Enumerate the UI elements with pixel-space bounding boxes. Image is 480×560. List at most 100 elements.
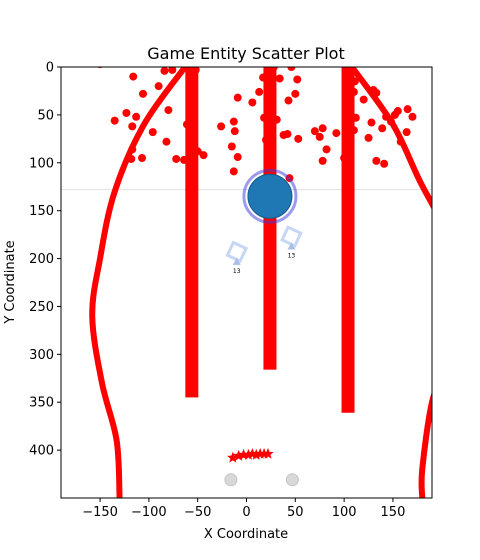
red-point bbox=[129, 72, 138, 81]
red-point bbox=[127, 154, 136, 163]
x-tick-label: −50 bbox=[184, 505, 211, 520]
marker-left-label: 13 bbox=[233, 268, 241, 275]
marker-left bbox=[225, 240, 249, 264]
left-boundary bbox=[89, 67, 188, 498]
red-point bbox=[229, 117, 238, 126]
red-point bbox=[132, 112, 141, 121]
red-point bbox=[138, 153, 147, 162]
x-axis: −150 −100 −50 0 50 100 150 bbox=[82, 498, 405, 520]
red-point bbox=[350, 77, 359, 86]
red-star bbox=[262, 447, 274, 459]
red-point bbox=[293, 75, 302, 84]
marker-right bbox=[280, 225, 303, 248]
red-point bbox=[408, 112, 417, 121]
red-point bbox=[160, 67, 169, 75]
bar-right bbox=[341, 67, 355, 413]
red-point bbox=[284, 96, 293, 105]
y-tick-label: 50 bbox=[37, 108, 54, 123]
red-point bbox=[318, 156, 327, 165]
red-star bbox=[242, 448, 255, 460]
bar-left bbox=[185, 67, 199, 398]
red-point bbox=[367, 118, 376, 127]
y-tick-label: 400 bbox=[29, 444, 54, 459]
red-point bbox=[310, 127, 319, 136]
right-lower-boundary bbox=[418, 391, 432, 498]
red-point bbox=[227, 142, 236, 151]
red-point bbox=[402, 128, 411, 137]
red-point bbox=[287, 67, 296, 71]
red-point bbox=[122, 108, 131, 117]
red-point bbox=[230, 127, 239, 136]
red-point bbox=[372, 88, 381, 97]
red-point bbox=[191, 67, 200, 74]
red-point bbox=[275, 74, 284, 83]
red-point bbox=[382, 112, 391, 121]
marker-left-arrow bbox=[232, 257, 241, 265]
red-star bbox=[250, 448, 262, 460]
red-point bbox=[172, 154, 181, 163]
red-point bbox=[396, 137, 405, 146]
red-point bbox=[403, 105, 412, 114]
red-point bbox=[154, 82, 163, 91]
marker-right-arrow bbox=[287, 242, 296, 250]
red-star bbox=[232, 449, 245, 461]
blue-entity bbox=[247, 173, 293, 219]
red-point bbox=[262, 135, 271, 144]
x-tick-label: 100 bbox=[332, 505, 357, 520]
red-point bbox=[386, 117, 395, 126]
red-point bbox=[217, 122, 226, 131]
red-point bbox=[332, 129, 341, 138]
red-point bbox=[255, 87, 264, 96]
y-tick-label: 100 bbox=[29, 156, 54, 171]
red-point bbox=[180, 155, 189, 164]
red-point bbox=[248, 98, 257, 107]
red-point bbox=[390, 110, 399, 119]
y-tick-label: 0 bbox=[46, 61, 54, 76]
plot-area: 13 13 bbox=[61, 67, 432, 498]
red-point bbox=[182, 120, 191, 129]
red-point bbox=[233, 153, 242, 162]
red-point bbox=[110, 116, 119, 125]
red-point bbox=[229, 167, 238, 176]
gray-circle bbox=[224, 473, 238, 487]
red-point bbox=[188, 130, 197, 139]
y-tick-label: 200 bbox=[29, 252, 54, 267]
red-point bbox=[193, 147, 202, 156]
x-axis-label: X Coordinate bbox=[204, 527, 288, 542]
red-point bbox=[128, 122, 137, 131]
y-tick-label: 350 bbox=[29, 396, 54, 411]
red-point bbox=[349, 126, 358, 135]
red-point bbox=[380, 159, 389, 168]
x-tick-label: −100 bbox=[131, 505, 167, 520]
red-point bbox=[378, 124, 387, 133]
red-point bbox=[364, 133, 373, 142]
y-tick-label: 250 bbox=[29, 300, 54, 315]
red-point bbox=[351, 113, 360, 122]
red-point bbox=[183, 67, 192, 71]
red-point bbox=[291, 89, 300, 98]
red-point bbox=[259, 73, 268, 82]
x-tick-label: 0 bbox=[242, 505, 250, 520]
gray-circle bbox=[285, 473, 299, 487]
marker-right-label: 13 bbox=[288, 253, 296, 260]
red-point bbox=[233, 93, 242, 102]
x-tick-label: 150 bbox=[381, 505, 406, 520]
red-point bbox=[315, 132, 324, 141]
red-point bbox=[269, 67, 278, 71]
red-point bbox=[199, 151, 208, 160]
chart-title: Game Entity Scatter Plot bbox=[147, 44, 344, 63]
red-point bbox=[148, 128, 157, 137]
red-point bbox=[128, 145, 137, 154]
red-point bbox=[164, 106, 173, 115]
red-star bbox=[237, 448, 250, 460]
red-point bbox=[372, 156, 381, 165]
y-tick-label: 300 bbox=[29, 348, 54, 363]
right-boundary bbox=[348, 67, 432, 210]
red-point bbox=[162, 137, 171, 146]
red-point bbox=[260, 113, 269, 122]
red-point bbox=[349, 87, 358, 96]
y-axis-label: Y Coordinate bbox=[3, 240, 18, 324]
red-point bbox=[340, 153, 349, 162]
red-point bbox=[283, 130, 292, 139]
